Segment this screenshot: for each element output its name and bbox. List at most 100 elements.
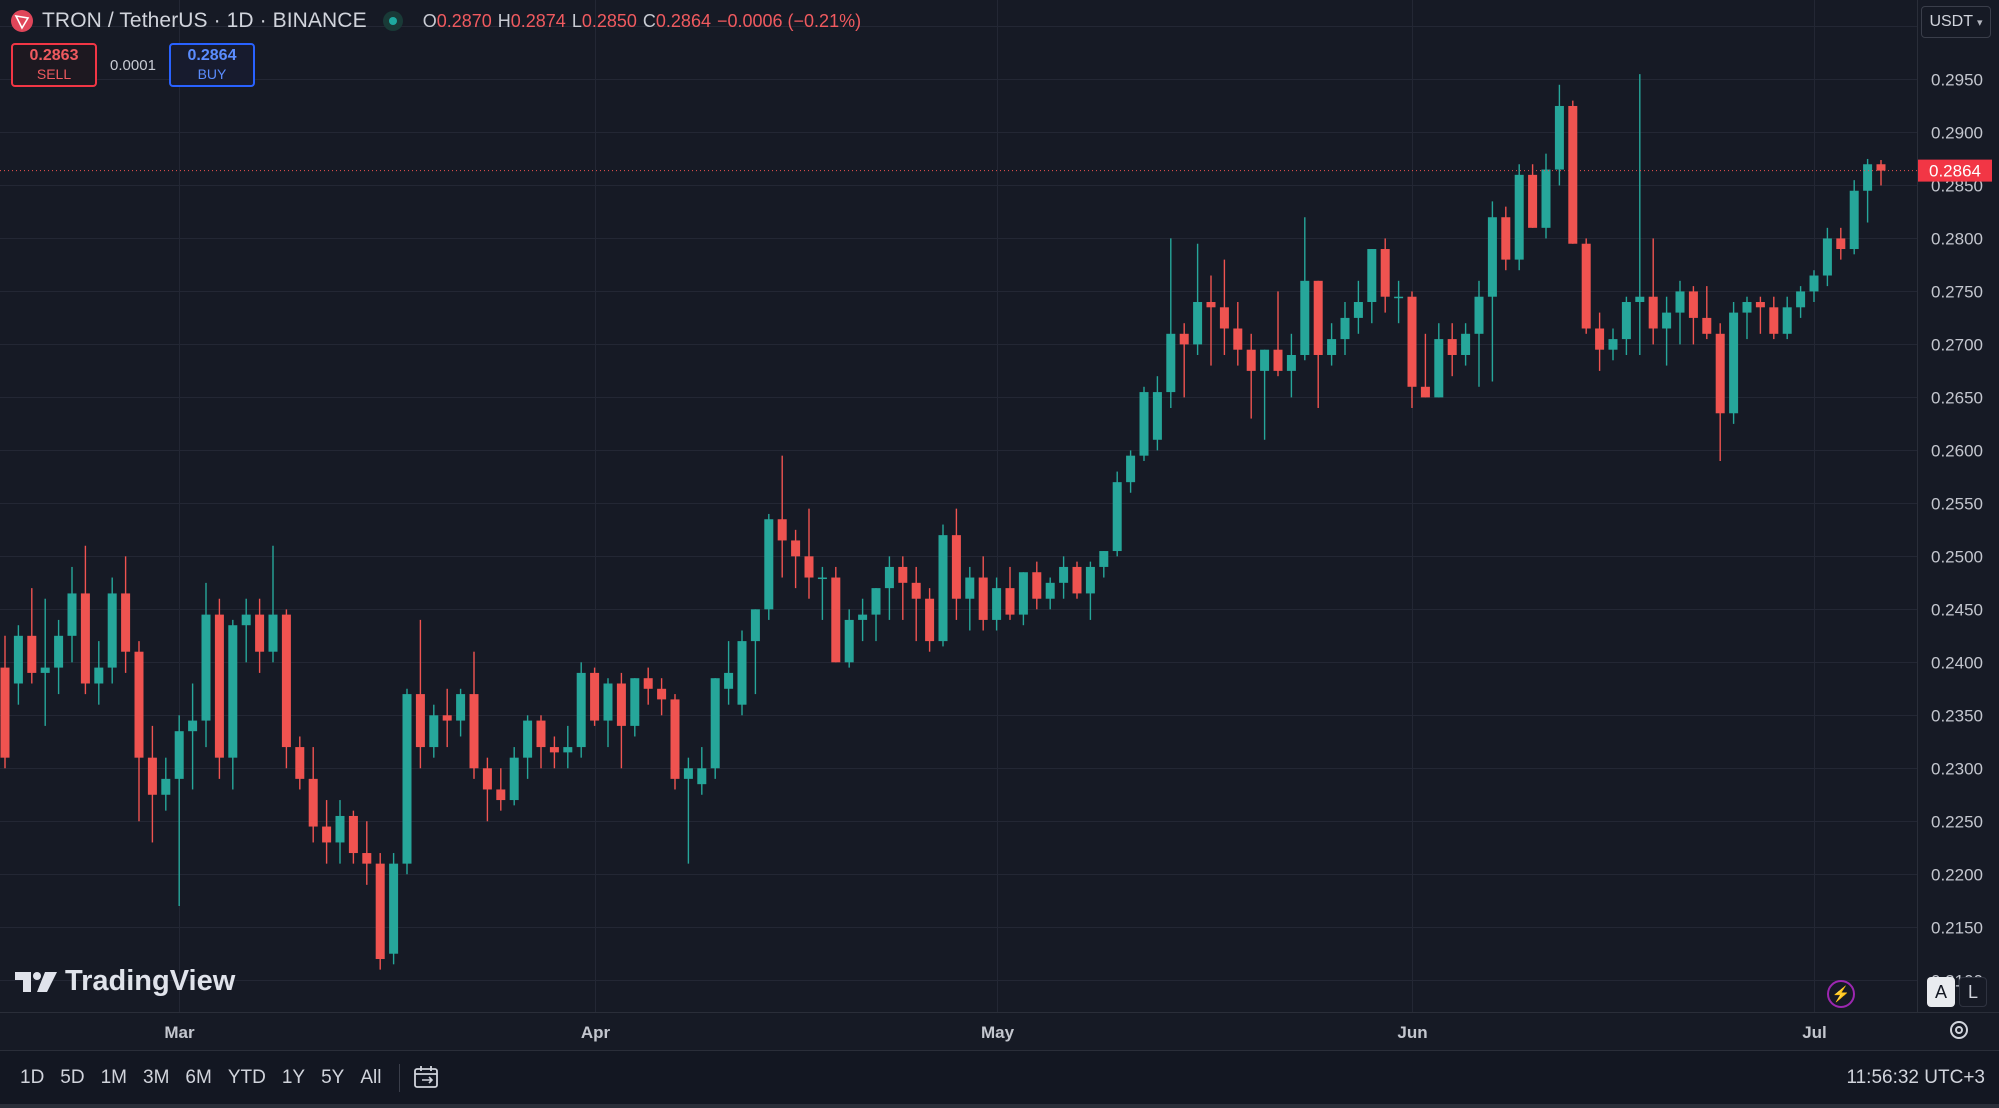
high-value: 0.2874 (510, 10, 566, 31)
candle-up (603, 678, 613, 748)
candle-up (1849, 180, 1859, 255)
x-tick-label: Jun (1397, 1023, 1427, 1042)
candle-up (1514, 164, 1524, 271)
clock[interactable]: 11:56:32 UTC+3 (1846, 1066, 1985, 1088)
candle-up (1152, 376, 1162, 451)
auto-scale-button[interactable]: A (1927, 977, 1955, 1007)
candle-up (1327, 323, 1337, 366)
candle-up (402, 688, 412, 875)
sell-button[interactable]: 0.2863 SELL (11, 43, 97, 87)
candle-up (1554, 84, 1564, 186)
range-3m[interactable]: 3M (143, 1066, 170, 1088)
candle-body (1514, 174, 1524, 260)
candle-body (951, 535, 961, 599)
candle-up (1541, 153, 1551, 239)
candle-up (697, 747, 707, 795)
candle-body (683, 768, 693, 779)
candle-body (1313, 280, 1323, 355)
candle-up (871, 588, 881, 642)
candle-down (295, 736, 305, 790)
candle-down (1501, 206, 1511, 271)
candle-body (1032, 572, 1042, 599)
go-to-date-icon[interactable] (412, 1064, 442, 1092)
candle-body (1474, 296, 1484, 334)
candle-body (1568, 105, 1578, 244)
open-label: O (422, 10, 437, 31)
candle-up (1085, 561, 1095, 620)
candle-up (1782, 296, 1792, 340)
candle-body (1447, 339, 1457, 355)
candle-up (1809, 270, 1819, 303)
plot-background (0, 0, 1917, 1012)
range-1y[interactable]: 1Y (281, 1066, 306, 1088)
candle-down (643, 667, 653, 705)
candle-body (1193, 302, 1203, 345)
candle-up (1434, 323, 1444, 398)
candle-up (938, 524, 948, 647)
candle-body (1085, 566, 1095, 594)
candle-body (1809, 275, 1819, 292)
candle-body (1487, 217, 1497, 297)
candle-body (188, 720, 198, 732)
candle-body (1581, 243, 1591, 329)
range-all[interactable]: All (360, 1066, 382, 1088)
candle-down (831, 566, 841, 663)
candlestick-chart[interactable]: 0.30000.29500.29000.28500.28000.27500.27… (0, 0, 1999, 1050)
range-5y[interactable]: 5Y (321, 1066, 345, 1088)
candle-up (1166, 238, 1176, 408)
currency-select[interactable]: USDT ▾ (1921, 6, 1991, 38)
candle-body (1112, 482, 1122, 552)
candle-body (482, 768, 492, 790)
candle-body (1863, 164, 1873, 191)
bottom-toolbar: 1D 5D 1M 3M 6M YTD 1Y 5Y All 11:56:32 UT… (0, 1050, 1999, 1104)
candle-body (1836, 238, 1846, 250)
range-5d[interactable]: 5D (60, 1066, 85, 1088)
candle-body (791, 540, 801, 557)
candle-up (1474, 280, 1484, 387)
tradingview-logo[interactable]: TradingView (15, 965, 235, 998)
last-price-marker: 0.2864 (0, 159, 1992, 182)
range-ytd[interactable]: YTD (227, 1066, 266, 1088)
candle-up (1796, 286, 1806, 318)
lightning-icon[interactable]: ⚡ (1827, 980, 1855, 1008)
candle-body (1635, 296, 1645, 303)
candle-body (992, 588, 1002, 620)
candle-up (1286, 333, 1296, 398)
candle-down (804, 508, 814, 599)
buy-button[interactable]: 0.2864 BUY (169, 43, 255, 87)
log-scale-button[interactable]: L (1959, 977, 1987, 1007)
candle-down (308, 747, 318, 843)
low-label: L (571, 10, 582, 31)
candle-down (1072, 561, 1082, 599)
candle-up (241, 598, 251, 663)
candle-body (415, 694, 425, 748)
candle-body (630, 678, 640, 726)
candle-up (737, 630, 747, 716)
candle-up (1675, 280, 1685, 345)
x-tick-label: Jul (1802, 1023, 1827, 1042)
candle-down (442, 688, 452, 748)
candle-up (54, 619, 64, 695)
candle-body (563, 747, 573, 753)
candle-down (1876, 160, 1886, 186)
candle-body (1729, 312, 1739, 414)
currency-label: USDT (1929, 13, 1974, 30)
candle-up (1099, 551, 1109, 578)
market-status-icon[interactable] (382, 11, 403, 31)
settings-icon[interactable] (1946, 1017, 1972, 1043)
candle-down (1595, 312, 1605, 371)
candle-body (1380, 249, 1390, 297)
y-tick-label: 0.2700 (1931, 336, 1983, 355)
window-bottom-edge (0, 1104, 1999, 1108)
candle-body (1286, 354, 1296, 371)
range-6m[interactable]: 6M (185, 1066, 212, 1088)
y-tick-label: 0.2750 (1931, 283, 1983, 302)
price-axis: 0.30000.29500.29000.28500.28000.27500.27… (1931, 18, 1983, 991)
range-1d[interactable]: 1D (20, 1066, 45, 1088)
symbol-title[interactable]: TRON / TetherUS · 1D · BINANCE (42, 9, 367, 32)
range-1m[interactable]: 1M (100, 1066, 127, 1088)
y-tick-label: 0.2450 (1931, 601, 1983, 620)
candle-body (576, 672, 586, 748)
y-tick-label: 0.2500 (1931, 548, 1983, 567)
toolbar-divider (399, 1063, 401, 1092)
